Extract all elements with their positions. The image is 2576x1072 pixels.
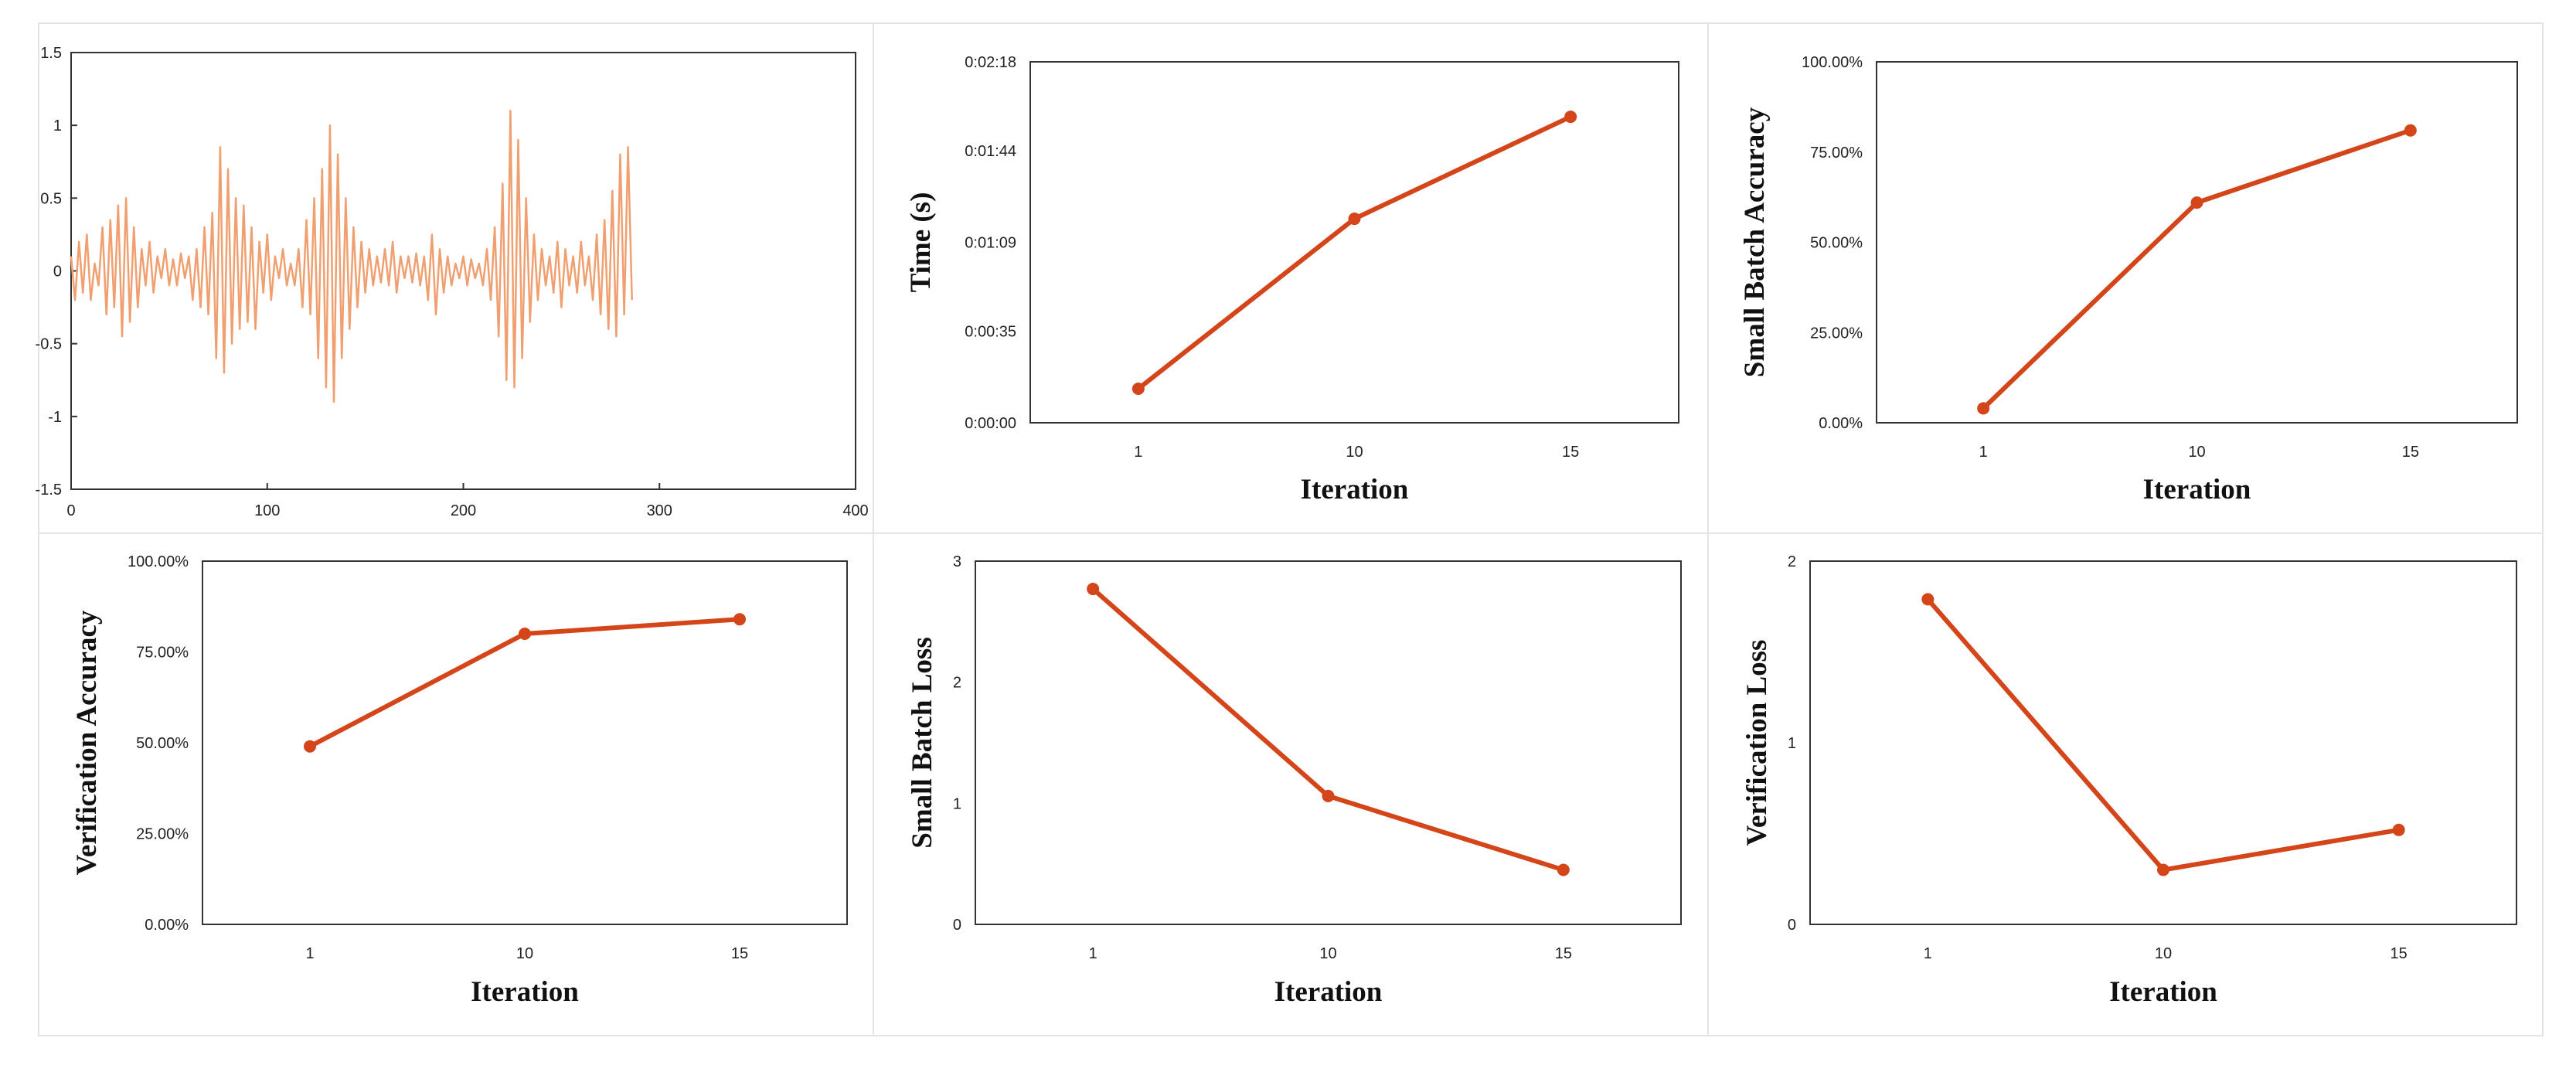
y-tick-label: -0.5 bbox=[36, 336, 62, 353]
series-line bbox=[1981, 128, 2413, 411]
x-tick-label: 0 bbox=[66, 502, 75, 519]
panel-border-5 bbox=[873, 533, 1709, 1036]
data-point bbox=[733, 613, 746, 626]
x-axis-title: Iteration bbox=[2143, 474, 2251, 505]
panel-border-2 bbox=[873, 22, 1709, 534]
data-point bbox=[1921, 593, 1935, 606]
plot-frame bbox=[1029, 61, 1679, 424]
series-line bbox=[1925, 597, 2401, 873]
chart-verification-loss: 0 1 2 1 10 15 Iteration Verification Loss bbox=[1741, 553, 2517, 1008]
data-point bbox=[1131, 383, 1145, 396]
plot-frame bbox=[1876, 61, 2518, 424]
y-tick-label: 25.00% bbox=[1810, 325, 1863, 342]
y-axis-title: Verification Accuracy bbox=[71, 610, 103, 875]
y-tick-label: 100.00% bbox=[1802, 54, 1863, 71]
x-tick-label: 15 bbox=[1562, 444, 1579, 461]
plot-frame bbox=[202, 560, 848, 925]
data-point bbox=[2392, 823, 2405, 836]
x-tick-label: 15 bbox=[2391, 945, 2408, 962]
y-tick-label: 0 bbox=[1788, 917, 1796, 934]
data-point bbox=[1564, 111, 1577, 124]
data-point bbox=[1557, 863, 1570, 876]
y-tick-label: 1 bbox=[1788, 735, 1796, 752]
plot-frame bbox=[975, 560, 1682, 925]
y-axis-title: Small Batch Accuracy bbox=[1739, 107, 1771, 377]
x-tick-label: 10 bbox=[1319, 945, 1336, 962]
data-point bbox=[2404, 124, 2417, 137]
x-tick-label: 100 bbox=[254, 502, 280, 519]
panel-border-6 bbox=[1707, 533, 2544, 1036]
plot-frame bbox=[70, 52, 856, 490]
y-tick-label: 2 bbox=[1788, 553, 1796, 570]
y-axis-title: Verification Loss bbox=[1741, 640, 1773, 846]
data-point bbox=[1977, 402, 1990, 415]
y-tick-label: 0:02:18 bbox=[965, 54, 1016, 71]
x-tick-label: 15 bbox=[1555, 945, 1572, 962]
data-point bbox=[1348, 213, 1361, 226]
data-point bbox=[519, 628, 531, 640]
y-tick-label: 0.5 bbox=[40, 190, 62, 207]
x-axis-title: Iteration bbox=[471, 976, 579, 1008]
chart-small-batch-accuracy: 0.00% 25.00% 50.00% 75.00% 100.00% 1 10 15 Itera… bbox=[1739, 54, 2518, 505]
y-tick-label: 3 bbox=[953, 553, 961, 570]
x-tick-label: 1 bbox=[305, 945, 314, 962]
series-line bbox=[1135, 114, 1574, 391]
y-tick-label: 1 bbox=[53, 117, 62, 134]
x-tick-label: 10 bbox=[1346, 444, 1363, 461]
chart-time: 0:00:00 0:00:35 0:01:09 0:01:44 0:02:18 1 10 15… bbox=[905, 54, 1679, 505]
x-tick-label: 1 bbox=[1089, 945, 1097, 962]
x-tick-label: 15 bbox=[731, 945, 748, 962]
data-point bbox=[304, 740, 316, 753]
y-tick-label: -1.5 bbox=[36, 482, 62, 499]
x-tick-label: 300 bbox=[647, 502, 672, 519]
y-axis-title: Small Batch Loss bbox=[907, 637, 938, 848]
y-tick-label: 25.00% bbox=[136, 826, 189, 843]
y-tick-label: 0.00% bbox=[145, 917, 189, 934]
data-point bbox=[1087, 583, 1100, 596]
y-tick-label: 0:00:00 bbox=[965, 415, 1016, 432]
y-tick-label: 1 bbox=[953, 795, 961, 812]
plot-frame bbox=[1809, 560, 2517, 925]
data-point bbox=[2190, 196, 2203, 209]
y-tick-label: 50.00% bbox=[136, 735, 189, 752]
y-tick-label: 0:01:09 bbox=[965, 235, 1016, 252]
data-point bbox=[1322, 789, 1335, 802]
y-tick-label: -1 bbox=[48, 409, 62, 426]
y-tick-label: 0.00% bbox=[1819, 415, 1863, 432]
x-tick-label: 10 bbox=[516, 945, 533, 962]
x-tick-label: 400 bbox=[842, 502, 868, 519]
y-tick-label: 0 bbox=[953, 917, 961, 934]
x-tick-label: 10 bbox=[2188, 444, 2205, 461]
x-tick-label: 1 bbox=[1924, 945, 1932, 962]
chart-small-batch-loss: 0 1 2 3 1 10 15 Iteration Small Batch Loss bbox=[907, 553, 1682, 1008]
y-tick-label: 0:00:35 bbox=[965, 324, 1016, 341]
x-tick-label: 1 bbox=[1979, 444, 1988, 461]
y-tick-label: 100.00% bbox=[128, 553, 189, 570]
x-tick-label: 1 bbox=[1134, 444, 1142, 461]
x-tick-label: 200 bbox=[451, 502, 476, 519]
y-tick-label: 0 bbox=[53, 264, 62, 281]
x-tick-label: 15 bbox=[2402, 444, 2419, 461]
panel-border-1 bbox=[38, 22, 874, 534]
x-axis-title: Iteration bbox=[1274, 976, 1383, 1008]
x-axis-title: Iteration bbox=[1301, 474, 1409, 505]
y-tick-label: 50.00% bbox=[1810, 235, 1863, 252]
y-tick-label: 0:01:44 bbox=[965, 143, 1016, 160]
y-tick-label: 75.00% bbox=[1810, 145, 1863, 162]
x-axis-title: Iteration bbox=[2109, 976, 2217, 1008]
x-tick-label: 10 bbox=[2155, 945, 2172, 962]
y-axis-title: Time (s) bbox=[905, 192, 937, 293]
data-point bbox=[2157, 863, 2169, 876]
y-tick-label: 1.5 bbox=[40, 45, 62, 62]
y-tick-label: 75.00% bbox=[136, 645, 189, 662]
series-line-signal bbox=[70, 110, 633, 403]
y-tick-label: 2 bbox=[953, 675, 961, 692]
chart-signal: 1.510.50-0.5-1-1.50 100 200 300 400 bbox=[36, 45, 869, 519]
series-line bbox=[1091, 587, 1566, 873]
chart-verification-accuracy: 0.00% 25.00% 50.00% 75.00% 100.00% 1 10 15 Itera… bbox=[71, 553, 848, 1008]
